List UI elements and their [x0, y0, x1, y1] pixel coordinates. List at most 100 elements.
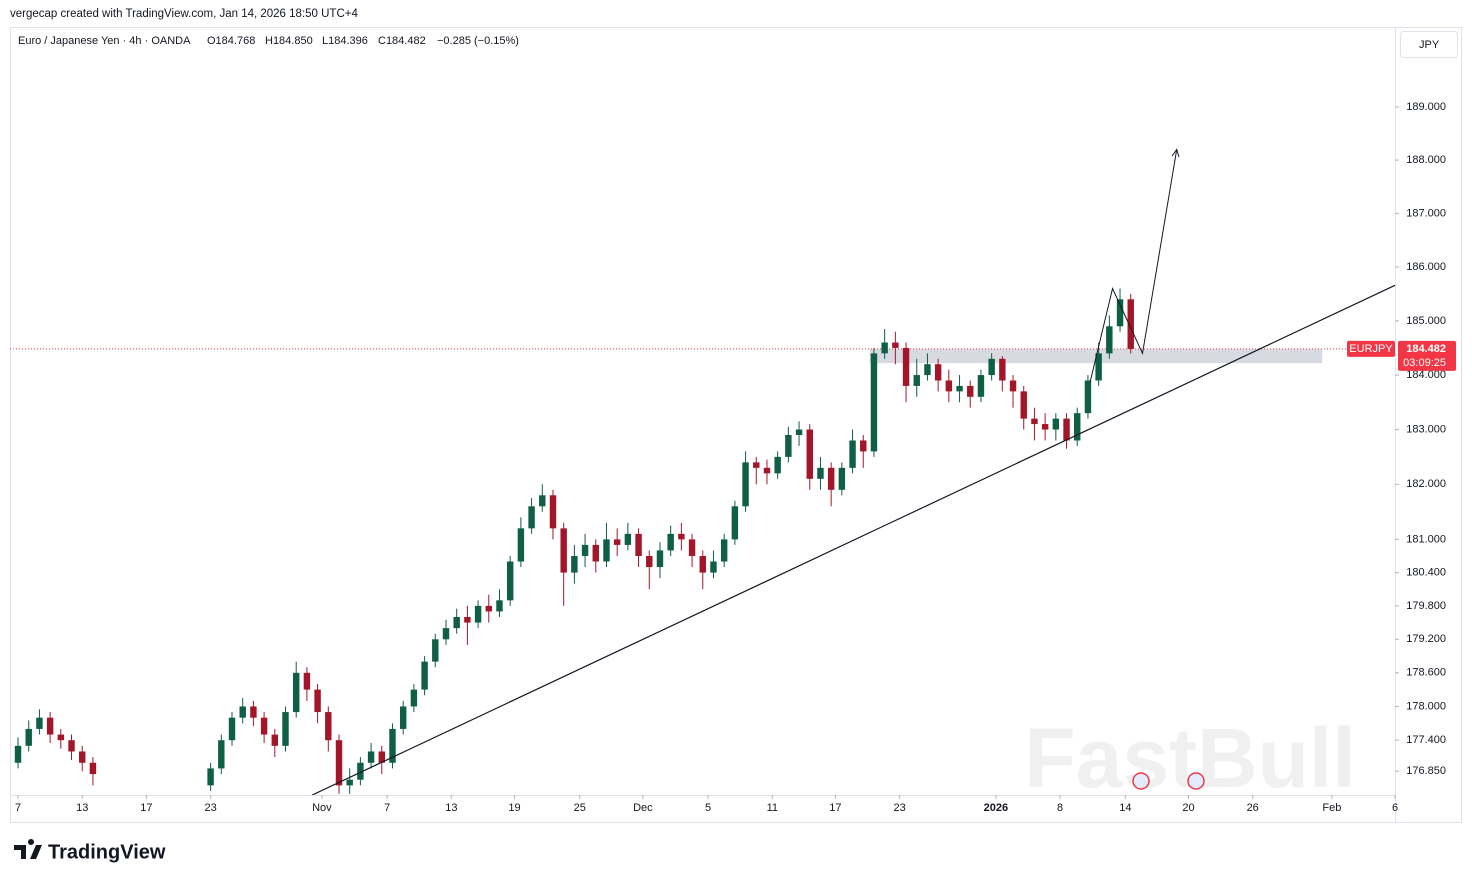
x-tick-label: 5 — [705, 802, 711, 814]
candle-body — [1084, 380, 1092, 414]
legend-change: −0.285 (−0.15%) — [437, 35, 519, 47]
y-tick-label: 179.800 — [1406, 600, 1446, 612]
legend-low: L184.396 — [322, 35, 368, 47]
y-tick-label: 177.400 — [1406, 734, 1446, 746]
candle-body — [528, 506, 535, 529]
candle-body — [14, 745, 22, 763]
candle-body — [432, 639, 439, 662]
countdown: 03:09:25 — [1403, 357, 1446, 369]
candle-body — [474, 605, 482, 623]
x-tick-label: 20 — [1182, 802, 1194, 814]
watermark: FastBull — [1024, 711, 1355, 805]
candle-body — [913, 375, 920, 386]
attribution: vergecap created with TradingView.com, J… — [10, 8, 358, 20]
candle-body — [860, 440, 867, 452]
candle-body — [207, 768, 214, 786]
x-tick-label: 14 — [1119, 802, 1131, 814]
y-tick-label: 188.000 — [1406, 154, 1446, 166]
candle-body — [367, 751, 375, 763]
candle-body — [1009, 380, 1017, 392]
candle-body — [881, 342, 888, 354]
candle-body — [1116, 299, 1124, 327]
x-tick-label: 11 — [767, 802, 778, 814]
candle-body — [827, 467, 835, 490]
x-tick-label: 19 — [508, 802, 520, 814]
x-tick-label: 17 — [829, 802, 841, 814]
x-tick-label: 17 — [140, 802, 152, 814]
x-tick-label: Dec — [633, 802, 653, 814]
candle-body — [592, 544, 599, 562]
candle-body — [517, 528, 525, 562]
y-tick-label: 189.000 — [1406, 101, 1446, 113]
candle-body — [806, 429, 813, 479]
candle-body — [25, 728, 32, 746]
price-label-box — [1398, 340, 1456, 371]
candle-body — [720, 539, 728, 562]
candle-body — [539, 495, 546, 507]
candle-body — [250, 706, 257, 718]
candle-body — [228, 717, 236, 741]
y-tick-label: 179.200 — [1406, 633, 1446, 645]
candle-body — [624, 533, 632, 545]
candle-body — [753, 462, 760, 468]
candle-body — [785, 435, 792, 457]
candle-body — [613, 539, 621, 545]
candle-body — [956, 385, 963, 392]
candle-body — [581, 544, 589, 556]
currency-button[interactable] — [1400, 31, 1458, 58]
candle-body — [1127, 299, 1134, 349]
candle-body — [924, 364, 931, 376]
candle-body — [399, 706, 407, 729]
candle-body — [988, 358, 995, 376]
candle-body — [710, 561, 717, 573]
x-tick-label: 7 — [15, 802, 21, 814]
candle-body — [571, 555, 578, 573]
candle-body — [218, 740, 225, 769]
candle-body — [774, 456, 781, 474]
candle-body — [325, 712, 332, 741]
candle-body — [335, 740, 343, 786]
y-tick-label: 187.000 — [1406, 207, 1446, 219]
candle-body — [389, 728, 396, 763]
candle-body — [1063, 418, 1070, 441]
chart-frame — [10, 27, 1462, 823]
candle-body — [292, 672, 300, 713]
candle-body — [795, 429, 803, 436]
candle-body — [89, 762, 97, 775]
candle-body — [1106, 326, 1113, 354]
candle-body — [46, 717, 54, 735]
x-tick-label: 7 — [384, 802, 390, 814]
x-tick-label: 26 — [1247, 802, 1259, 814]
candle-body — [838, 467, 846, 490]
candle-body — [79, 751, 86, 763]
candle-body — [1041, 424, 1049, 430]
event-icon — [1132, 772, 1150, 790]
candle-body — [485, 605, 492, 612]
candle-body — [282, 712, 289, 746]
candle-body — [849, 440, 856, 468]
candle-body — [967, 385, 974, 397]
tradingview-logo: TradingView — [14, 839, 166, 863]
event-icon — [1187, 772, 1205, 790]
candle-body — [635, 533, 642, 556]
candle-body — [678, 533, 685, 540]
y-tick-label: 176.850 — [1406, 765, 1446, 777]
candle-body — [303, 672, 311, 690]
currency: JPY — [1419, 39, 1440, 51]
candle-body — [57, 734, 65, 741]
candle-body — [506, 561, 514, 601]
candle-body — [699, 555, 706, 573]
x-tick-label: 25 — [574, 802, 586, 814]
plot — [10, 148, 1395, 795]
candle-body — [410, 689, 418, 707]
candle-body — [742, 462, 749, 507]
candle-body — [1074, 413, 1081, 441]
candle-body — [892, 342, 899, 348]
candle-body — [667, 533, 674, 551]
candle-body — [945, 380, 953, 392]
x-tick-label: 6 — [1392, 802, 1398, 814]
candle-body — [603, 539, 610, 562]
